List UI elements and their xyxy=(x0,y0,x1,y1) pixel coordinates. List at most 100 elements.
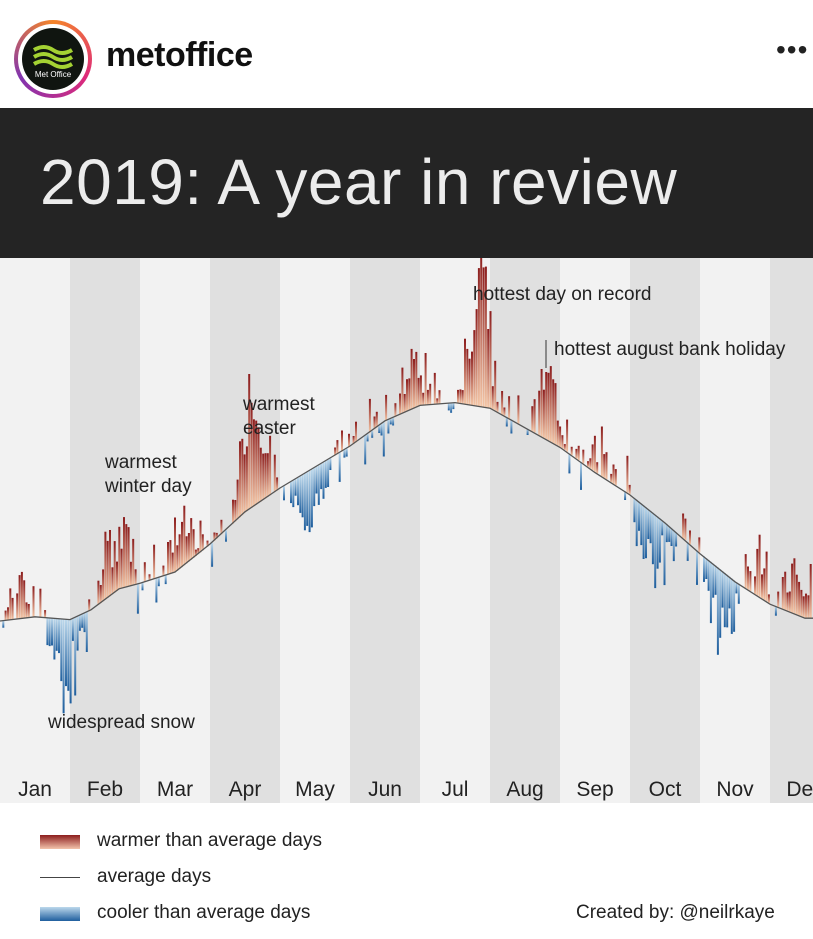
warm-day-bar xyxy=(786,592,789,611)
warm-day-bar xyxy=(781,577,784,609)
cool-day-bar xyxy=(568,453,571,474)
avatar[interactable]: Met Office xyxy=(14,20,92,98)
warm-day-bar xyxy=(143,562,146,582)
month-band-aug xyxy=(490,258,560,803)
cool-day-bar xyxy=(709,561,712,624)
warm-day-bar xyxy=(468,358,471,405)
warm-day-bar xyxy=(232,499,234,524)
warm-day-bar xyxy=(503,407,506,416)
warm-day-bar xyxy=(589,458,592,469)
cool-day-bar xyxy=(675,531,678,547)
average-line xyxy=(0,401,813,622)
warm-day-bar xyxy=(239,441,241,518)
legend: warmer than average days average days co… xyxy=(0,818,813,939)
cool-day-bar xyxy=(651,512,654,565)
warm-day-bar xyxy=(243,454,246,514)
cool-day-bar xyxy=(71,618,74,641)
cool-day-bar xyxy=(450,403,453,413)
username[interactable]: metoffice xyxy=(106,36,253,74)
warm-day-bar xyxy=(23,580,26,619)
warm-day-bar xyxy=(192,529,195,558)
warm-day-bar xyxy=(102,569,105,602)
credit: Created by: @neilrkaye xyxy=(576,902,775,923)
annotation-widespread-snow: widespread snow xyxy=(47,712,195,733)
cool-day-bar xyxy=(705,558,708,579)
more-options-icon[interactable]: ••• xyxy=(776,34,809,65)
warm-day-bar xyxy=(273,454,276,493)
warm-day-bar xyxy=(424,353,427,405)
month-labels: Jan Feb Mar Apr May Jun Jul Aug Sep Oct Nov Dec xyxy=(18,778,813,801)
cool-day-bar xyxy=(645,507,647,559)
warm-day-bar xyxy=(605,452,608,480)
cool-day-bar xyxy=(714,565,717,595)
month-label-jan: Jan xyxy=(18,778,52,801)
cool-day-bar xyxy=(65,619,67,687)
cool-day-bar xyxy=(136,584,139,614)
warm-day-bar xyxy=(501,391,504,415)
warm-day-bar xyxy=(484,266,487,408)
warm-day-bar xyxy=(791,563,794,613)
warm-day-bar xyxy=(540,369,543,437)
warm-day-bar xyxy=(689,530,691,545)
cool-day-bar xyxy=(721,571,724,608)
warm-day-bar xyxy=(566,419,569,452)
warm-day-bar xyxy=(215,532,218,539)
warm-day-bar xyxy=(749,571,752,591)
cool-day-bar xyxy=(737,583,740,604)
warm-day-bar xyxy=(25,602,28,618)
cool-day-bar xyxy=(726,574,729,628)
warm-day-bar xyxy=(587,461,589,467)
warm-day-bar xyxy=(259,447,262,502)
cool-day-bar xyxy=(668,525,671,542)
warm-day-bar xyxy=(245,446,248,512)
warm-day-bar xyxy=(375,411,378,428)
warm-day-bar xyxy=(127,527,130,587)
warm-day-bar xyxy=(116,561,118,592)
warm-day-bar xyxy=(4,610,7,621)
cool-day-bar xyxy=(733,580,736,632)
cool-day-bar xyxy=(672,529,675,562)
daily-bars xyxy=(2,258,812,714)
warm-day-bar xyxy=(809,564,812,619)
warm-day-bar xyxy=(174,517,176,573)
cool-day-bar xyxy=(663,521,666,586)
warm-day-bar xyxy=(542,389,545,438)
warm-day-bar xyxy=(153,544,156,579)
warm-day-bar xyxy=(614,469,617,486)
warm-day-bar xyxy=(549,366,552,442)
warm-day-bar xyxy=(547,372,550,441)
cool-day-bar xyxy=(313,468,316,507)
warm-day-bar xyxy=(433,372,436,405)
warm-day-bar xyxy=(603,454,606,478)
warm-day-bar xyxy=(559,426,562,447)
warm-day-bar xyxy=(798,581,801,616)
cool-day-bar xyxy=(389,418,392,425)
warm-day-bar xyxy=(563,444,566,451)
warm-day-bar xyxy=(436,398,439,405)
warm-day-bar xyxy=(593,435,596,472)
warm-day-bar xyxy=(415,351,418,408)
warm-day-bar xyxy=(788,591,791,612)
warm-day-bar xyxy=(628,484,631,495)
warm-day-bar xyxy=(459,389,462,404)
cool-day-bar xyxy=(382,422,385,457)
warm-day-bar xyxy=(194,549,197,557)
annotations: warmest winter day warmest easter hottest da… xyxy=(47,284,786,733)
warm-day-bar xyxy=(252,419,255,507)
warm-day-bar xyxy=(491,386,494,410)
cool-day-bar xyxy=(580,461,582,490)
met-office-logo: Met Office xyxy=(22,28,84,90)
cool-day-bar xyxy=(730,578,733,634)
month-band-may xyxy=(280,258,350,803)
warm-day-bar xyxy=(413,359,415,409)
temperature-chart: warmest winter day warmest easter hottest da… xyxy=(0,258,813,803)
warm-day-bar xyxy=(577,445,580,461)
warm-day-bar xyxy=(765,551,768,602)
cool-day-bar xyxy=(322,462,325,499)
cool-day-bar xyxy=(67,619,70,691)
cool-day-bar xyxy=(324,461,327,488)
warm-day-bar xyxy=(118,526,121,590)
cool-day-bar xyxy=(665,523,668,543)
warm-day-bar xyxy=(698,537,701,553)
cool-day-bar xyxy=(624,491,627,500)
